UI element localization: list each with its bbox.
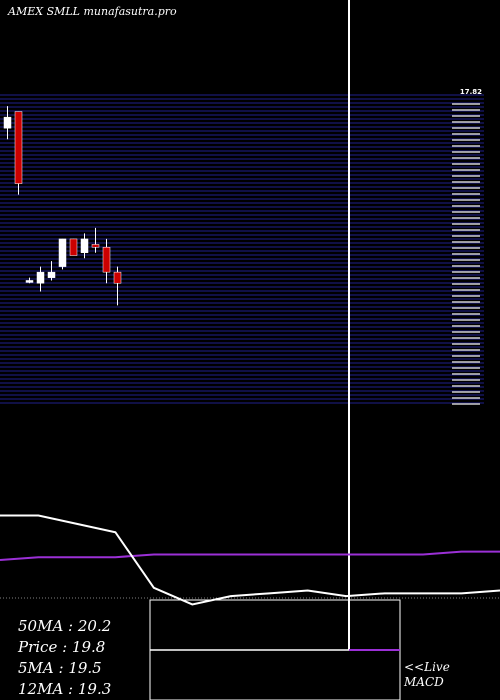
y-tick-mark [452,349,480,351]
y-tick-mark [452,325,480,327]
y-tick-mark [452,289,480,291]
y-tick-mark [452,211,480,213]
y-tick-mark [452,169,480,171]
stats-panel: 50MA : 20.2 Price : 19.8 5MA : 19.5 12MA… [18,616,111,700]
ma12-readout: 12MA : 19.3 [18,680,112,698]
live-label: <<Live [404,660,450,674]
y-tick-mark [452,265,480,267]
y-tick-mark [452,229,480,231]
y-tick-mark [452,175,480,177]
ma-line [0,550,500,561]
candle-body [69,238,78,256]
y-tick-mark [452,127,480,129]
y-tick-mark [452,151,480,153]
y-tick-mark [452,103,480,105]
price-readout: Price : 19.8 [18,638,106,656]
y-tick-mark [452,235,480,237]
y-tick-mark [452,343,480,345]
y-tick-mark [452,145,480,147]
y-tick-mark [452,295,480,297]
candle-body [58,238,67,267]
y-tick-mark [452,181,480,183]
y-tick-mark [452,331,480,333]
y-tick-mark [452,205,480,207]
live-macd-link[interactable]: <<Live MACD [404,660,450,690]
candle-body [3,116,12,129]
y-tick-mark [452,199,480,201]
y-tick-mark [452,271,480,273]
y-tick-mark [452,247,480,249]
y-tick-mark [452,385,480,387]
candle-body [47,271,56,278]
y-tick-mark [452,397,480,399]
y-tick-mark [452,241,480,243]
candle-body [25,280,34,283]
y-tick-mark [452,337,480,339]
indicator-line [0,514,500,606]
candle-body [113,271,122,284]
ma5-readout: 5MA : 19.5 [18,659,102,677]
chart-title: AMEX SMLL munafasutra.pro [8,5,177,18]
macd-label: MACD [404,675,444,689]
y-tick-mark [452,115,480,117]
candle-body [80,238,89,254]
ma50-readout: 50MA : 20.2 [18,617,112,635]
y-tick-mark [452,187,480,189]
y-tick-mark [452,277,480,279]
y-tick-mark [452,253,480,255]
y-tick-mark [452,313,480,315]
candle-body [102,246,111,273]
y-tick-mark [452,367,480,369]
y-tick-mark [452,133,480,135]
y-tick-mark [452,121,480,123]
y-tick-mark [452,163,480,165]
y-tick-mark [452,379,480,381]
y-tick-mark [452,403,480,405]
y-tick-mark [452,319,480,321]
candle-body [14,111,23,184]
y-tick-mark [452,193,480,195]
y-tick-label: 17.82 [460,88,482,96]
y-tick-mark [452,259,480,261]
y-tick-mark [452,139,480,141]
y-tick-mark [452,391,480,393]
candle-body [91,244,100,248]
candle-body [36,271,45,284]
y-tick-mark [452,109,480,111]
y-tick-mark [452,223,480,225]
y-tick-mark [452,373,480,375]
y-tick-mark [452,301,480,303]
y-tick-mark [452,355,480,357]
y-tick-mark [452,361,480,363]
y-tick-mark [452,307,480,309]
y-tick-mark [452,283,480,285]
y-tick-mark [452,217,480,219]
y-tick-mark [452,157,480,159]
